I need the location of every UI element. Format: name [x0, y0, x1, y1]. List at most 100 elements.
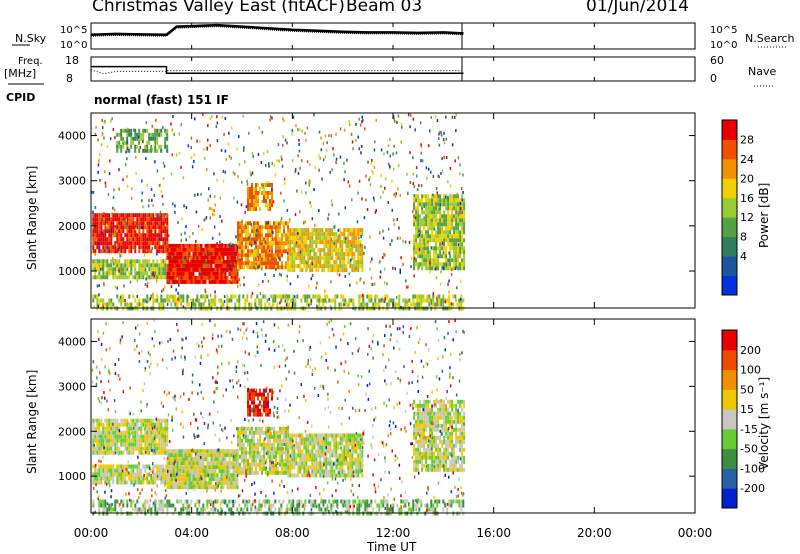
- scatter-echoes: [91, 319, 465, 516]
- x-tick-label: 00:00: [678, 526, 713, 540]
- power-colorbar-tick: 20: [740, 172, 754, 185]
- time-axis: 00:00 04:00 08:00 12:00 16:00 20:00 00:00: [74, 23, 713, 540]
- velocity-heatmap: [91, 319, 466, 516]
- power-colorbar-segment: [722, 275, 737, 296]
- velocity-colorbar-segment: [722, 428, 737, 450]
- power-colorbar-segment: [722, 256, 737, 276]
- power-heatmap: [91, 113, 466, 311]
- echo-region-6: [287, 228, 364, 273]
- power-colorbar-segment: [722, 236, 737, 257]
- noise-panel-frame: [90, 22, 463, 50]
- freq-panel-right: [461, 56, 696, 82]
- freq-panel-frame: [90, 56, 463, 82]
- power-colorbar-tick: 8: [740, 231, 747, 244]
- velocity-colorbar-tick: -200: [740, 482, 765, 495]
- velocity-colorbar-segment: [722, 330, 737, 351]
- x-tick-label: 04:00: [174, 526, 209, 540]
- velocity-ytick-label: 2000: [58, 425, 86, 438]
- power-colorbar-segment: [722, 139, 737, 160]
- echo-region-4: [237, 221, 289, 270]
- freq-tick-bottom: 8: [66, 72, 73, 85]
- velocity-colorbar-tick: -100: [740, 462, 765, 475]
- power-colorbar-segment: [722, 217, 737, 238]
- power-colorbar: 28 24 20 16 12 8 4: [721, 119, 754, 296]
- velocity-colorbar-segment: [722, 369, 737, 390]
- x-tick-label: 16:00: [476, 526, 511, 540]
- velocity-colorbar: 200 100 50 15 -15 -50 -100 -200: [721, 329, 765, 509]
- velocity-colorbar-tick: -15: [740, 423, 758, 436]
- cpid-label: CPID: [6, 91, 35, 104]
- echo-region-0: [92, 213, 169, 254]
- power-colorbar-tick: 4: [740, 250, 747, 263]
- power-colorbar-segment: [722, 178, 737, 199]
- velocity-colorbar-segment: [722, 448, 737, 469]
- x-tick-label: 12:00: [376, 526, 411, 540]
- noise-sky-line: [90, 23, 464, 36]
- velocity-colorbar-tick: 100: [740, 364, 761, 377]
- echo-region-1: [92, 464, 169, 485]
- velocity-colorbar-label: Velocity [m s⁻¹]: [757, 377, 771, 470]
- x-tick-label: 00:00: [74, 526, 109, 540]
- echo-region-7: [413, 194, 466, 271]
- velocity-colorbar-segment: [722, 468, 737, 489]
- velocity-y-axis: 1000 2000 3000 4000: [58, 335, 695, 483]
- nave-line: [90, 69, 464, 75]
- velocity-colorbar-tick: 200: [740, 344, 761, 357]
- velocity-y-label: Slant Range [km]: [25, 370, 39, 474]
- power-colorbar-segment: [722, 120, 737, 140]
- frequency-series: [90, 65, 464, 75]
- power-ytick-label: 1000: [58, 265, 86, 278]
- scatter-echoes: [91, 113, 464, 311]
- velocity-ytick-label: 3000: [58, 380, 86, 393]
- x-tick-label: 20:00: [577, 526, 612, 540]
- noise-right-tick-top: 10^5: [710, 25, 737, 36]
- x-axis-label: Time UT: [366, 540, 417, 554]
- freq-line: [91, 65, 464, 75]
- power-y-label: Slant Range [km]: [25, 166, 39, 270]
- echo-region-2: [166, 449, 239, 490]
- velocity-colorbar-tick: 15: [740, 403, 754, 416]
- velocity-colorbar-segment: [722, 349, 737, 371]
- beam-label: Beam 03: [346, 0, 423, 16]
- power-colorbar-segment: [722, 197, 737, 218]
- echo-region-3: [166, 243, 239, 284]
- freq-tick-top: 18: [65, 54, 79, 67]
- nave-tick-top: 60: [710, 54, 724, 67]
- power-colorbar-label: Power [dB]: [757, 183, 771, 248]
- velocity-colorbar-segment: [722, 409, 737, 430]
- program-name: normal (fast) 151 IF: [94, 93, 229, 107]
- power-y-axis: 1000 2000 3000 4000: [58, 130, 695, 278]
- n-sky-label: N.Sky: [15, 32, 47, 45]
- figure-title: Christmas Valley East (fitACF): [92, 0, 345, 16]
- noise-panel-right: [461, 22, 696, 50]
- n-search-label: N.Search: [745, 32, 795, 45]
- velocity-colorbar-frame: [721, 329, 738, 509]
- noise-right-tick-bottom: 10^0: [710, 40, 737, 51]
- nave-label: Nave: [748, 65, 776, 78]
- noise-left-tick-bottom: 10^0: [60, 40, 87, 51]
- power-colorbar-tick: 24: [740, 153, 754, 166]
- date-label: 01/Jun/2014: [586, 0, 689, 16]
- velocity-colorbar-tick: -50: [740, 443, 758, 456]
- power-colorbar-tick: 12: [740, 211, 754, 224]
- power-colorbar-tick: 28: [740, 133, 754, 146]
- echo-region-0: [92, 418, 169, 455]
- freq-label: Freq.: [18, 56, 43, 67]
- echo-region-3: [237, 426, 289, 475]
- power-colorbar-tick: 16: [740, 192, 754, 205]
- power-ytick-label: 2000: [58, 220, 86, 233]
- power-colorbar-segment: [722, 158, 737, 179]
- x-tick-label: 08:00: [275, 526, 310, 540]
- noise-series: [90, 23, 464, 37]
- freq-unit-label: [MHz]: [4, 67, 36, 80]
- velocity-ytick-label: 4000: [58, 335, 86, 348]
- echo-region-1: [92, 259, 169, 280]
- power-ytick-label: 3000: [58, 175, 86, 188]
- power-colorbar-frame: [721, 119, 738, 296]
- velocity-ytick-label: 1000: [58, 470, 86, 483]
- velocity-colorbar-tick: 50: [740, 383, 754, 396]
- velocity-colorbar-segment: [722, 488, 737, 509]
- nave-tick-bottom: 0: [710, 72, 717, 85]
- noise-left-tick-top: 10^5: [60, 25, 87, 36]
